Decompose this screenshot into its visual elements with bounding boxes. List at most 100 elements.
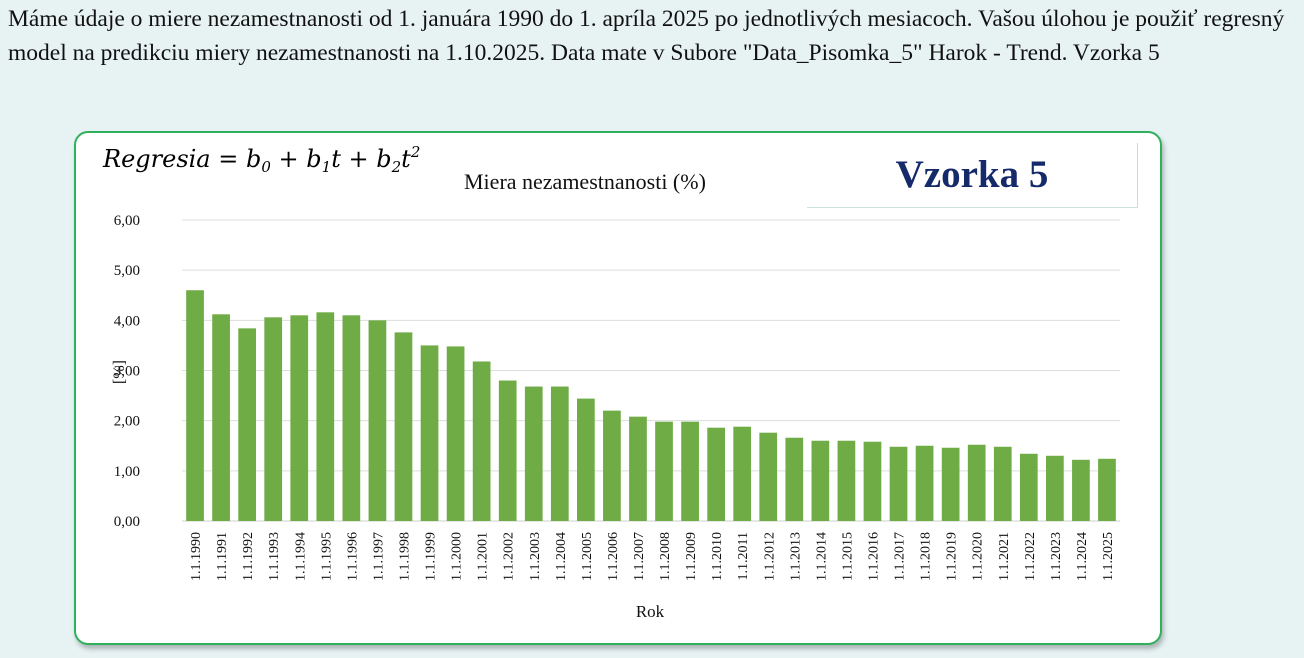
sample-badge: Vzorka 5 (807, 143, 1138, 208)
bar (759, 432, 778, 521)
x-tick-label: 1.1.2012 (762, 532, 777, 581)
bar (993, 446, 1012, 521)
bar (446, 346, 465, 521)
x-tick-label: 1.1.2021 (997, 532, 1012, 581)
x-tick-label: 1.1.1994 (293, 532, 308, 581)
y-tick-label: 5,00 (114, 263, 140, 279)
y-tick-label: 3,00 (114, 364, 140, 380)
bar (550, 386, 569, 521)
x-tick-label: 1.1.1995 (319, 532, 334, 581)
x-tick-label: 1.1.1996 (345, 532, 360, 581)
y-axis-label: [%] (111, 360, 128, 384)
x-tick-label: 1.1.2020 (971, 532, 986, 581)
x-tick-label: 1.1.1992 (241, 532, 256, 581)
x-tick-label: 1.1.2007 (632, 532, 647, 581)
x-axis-label: Rok (636, 602, 665, 621)
formula-b0-sub: 0 (261, 158, 271, 176)
x-tick-label: 1.1.2013 (788, 532, 803, 581)
bar (1072, 459, 1090, 521)
bar (707, 427, 725, 521)
bar (420, 345, 439, 521)
x-tick-label: 1.1.2014 (814, 532, 829, 581)
x-tick-label: 1.1.1999 (424, 532, 439, 581)
formula-b1: b (306, 145, 322, 173)
bar (1046, 455, 1064, 521)
x-tick-label: 1.1.2001 (476, 532, 491, 581)
bar (837, 440, 856, 521)
bar (681, 421, 699, 521)
bar (394, 332, 413, 521)
x-tick-label: 1.1.2016 (866, 532, 881, 581)
formula-t2-sup: 2 (410, 143, 421, 161)
bar (264, 317, 283, 521)
x-tick-label: 1.1.1997 (371, 532, 386, 581)
formula-b2: b (376, 145, 392, 173)
x-tick-label: 1.1.2000 (450, 532, 465, 581)
y-tick-label: 1,00 (114, 464, 140, 480)
gridlines (182, 219, 1120, 522)
x-tick-label: 1.1.2023 (1049, 532, 1064, 581)
y-tick-labels: 0,00 1,00 2,00 3,00 4,00 5,00 6,00 (114, 213, 140, 530)
regression-formula: Regresia = b0 + b1t + b2t2 (103, 143, 421, 176)
bar (629, 416, 647, 521)
x-tick-label: 1.1.2003 (528, 532, 543, 581)
formula-b1-sub: 1 (321, 158, 332, 176)
bar (472, 361, 491, 521)
bar (889, 446, 908, 521)
x-tick-label: 1.1.2011 (736, 532, 751, 580)
formula-t1: t (331, 145, 341, 173)
y-tick-label: 0,00 (114, 514, 140, 530)
x-tick-label: 1.1.1993 (267, 532, 282, 581)
x-tick-label: 1.1.2024 (1075, 532, 1090, 581)
bar (577, 398, 595, 521)
bar-chart: 0,001,002,003,004,005,006,00 1.1.1990 1.1… (111, 213, 1120, 621)
bar (811, 440, 830, 521)
x-tick-label: 1.1.2017 (893, 532, 908, 581)
formula-t2: t (401, 145, 411, 173)
chart-card: Regresia = b0 + b1t + b2t2 Miera nezames… (74, 131, 1162, 645)
bar (941, 447, 960, 521)
x-tick-label: 1.1.1990 (189, 532, 204, 581)
bar (290, 315, 309, 521)
bar (655, 421, 673, 521)
x-tick-label: 1.1.2010 (710, 532, 725, 581)
x-tick-label: 1.1.2002 (502, 532, 517, 581)
y-tick-label: 2,00 (114, 414, 140, 430)
x-tick-labels: 1.1.1990 1.1.1991 1.1.1992 1.1.1993 1.1.1994… (189, 532, 1116, 581)
x-tick-label: 1.1.2005 (580, 532, 595, 581)
bar (1019, 453, 1038, 521)
x-tick-label: 1.1.2008 (658, 532, 673, 581)
chart-title: Miera nezamestnanosti (%) (464, 169, 706, 194)
formula-lhs: Regresia (103, 145, 211, 173)
bar (967, 444, 986, 521)
bar (524, 386, 543, 521)
x-tick-label: 1.1.1998 (397, 532, 412, 581)
formula-b0: b (246, 145, 262, 173)
x-tick-label: 1.1.2022 (1023, 532, 1038, 581)
bar (316, 312, 335, 521)
bar (186, 290, 204, 521)
x-tick-label: 1.1.2006 (606, 532, 621, 581)
x-tick-label: 1.1.2015 (840, 532, 855, 581)
x-tick-label: 1.1.2019 (945, 532, 960, 581)
bar (603, 410, 621, 521)
x-tick-label: 1.1.2018 (919, 532, 934, 581)
y-tick-label: 6,00 (114, 213, 140, 229)
bar (498, 380, 517, 521)
bar (733, 426, 752, 521)
formula-b2-sub: 2 (391, 158, 402, 176)
bar (368, 320, 387, 521)
bar (785, 437, 804, 521)
bars (186, 290, 1116, 521)
bar (212, 314, 230, 521)
bar (915, 445, 934, 521)
bar (342, 315, 361, 521)
bar (238, 328, 256, 521)
y-tick-label: 4,00 (114, 313, 140, 329)
bar (863, 441, 882, 521)
task-description: Máme údaje o miere nezamestnanosti od 1.… (8, 6, 1285, 66)
x-tick-label: 1.1.1991 (215, 532, 230, 581)
x-tick-label: 1.1.2025 (1101, 532, 1116, 581)
x-tick-label: 1.1.2004 (554, 532, 569, 581)
x-tick-label: 1.1.2009 (684, 532, 699, 581)
